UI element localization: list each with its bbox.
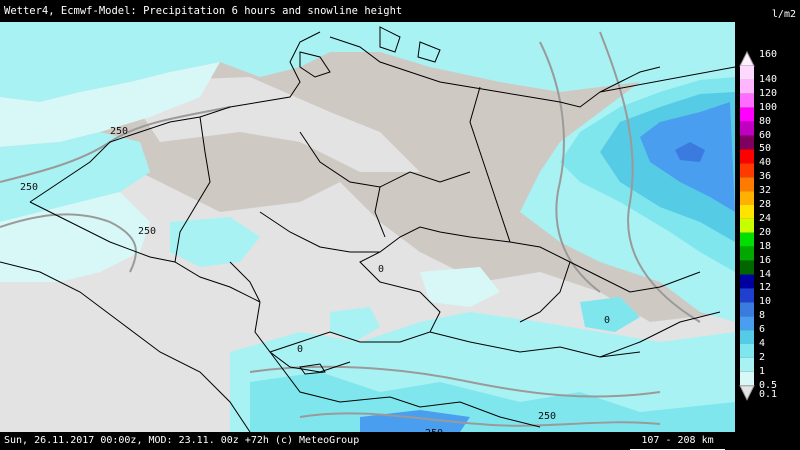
legend-swatch <box>740 232 754 247</box>
legend-top-arrow <box>739 50 755 67</box>
snowline-label: 0 <box>378 264 384 275</box>
legend-label: 32 <box>759 185 772 197</box>
legend-swatch <box>740 302 754 317</box>
legend-label: 0.1 <box>759 388 778 400</box>
legend-label: 6 <box>759 324 766 336</box>
baltic-line <box>599 66 735 93</box>
west-precip-area <box>0 132 150 222</box>
legend-swatch <box>740 371 754 386</box>
trace-precip-north <box>120 77 420 172</box>
central-patch-2 <box>330 307 380 342</box>
legend-label: 10 <box>759 296 772 308</box>
legend-label: 100 <box>759 101 778 113</box>
legend-label: 28 <box>759 199 772 210</box>
legend-swatch <box>740 149 754 164</box>
legend-label: 2 <box>759 351 766 363</box>
north-precip-band <box>0 22 735 102</box>
legend-bottom-arrow <box>739 385 755 401</box>
legend-label: 1 <box>759 365 766 377</box>
legend-swatch <box>740 274 754 289</box>
legend-swatch <box>740 218 754 233</box>
legend-swatch <box>740 316 754 331</box>
country-borders <box>0 26 721 432</box>
legend-swatch <box>740 66 754 80</box>
legend-swatch <box>740 288 754 303</box>
legend-swatch <box>740 344 754 358</box>
snowline-label: 250 <box>138 226 156 237</box>
legend-label: 80 <box>759 115 772 127</box>
east-patch <box>580 297 640 332</box>
legend-swatch <box>740 357 754 372</box>
north-precip-light <box>0 62 220 147</box>
snowline-label: 0 <box>297 344 303 355</box>
legend-swatch <box>740 260 754 275</box>
legend-label: 14 <box>759 268 772 280</box>
snowline-label: 250 <box>110 126 128 137</box>
legend-label: 140 <box>759 73 778 85</box>
legend-swatch <box>740 107 754 122</box>
legend-label: 0.5 <box>759 379 778 391</box>
footer-info: Sun, 26.11.2017 00:00z, MOD: 23.11. 00z … <box>0 432 800 450</box>
legend-label: 60 <box>759 129 772 141</box>
legend-label: 18 <box>759 240 772 252</box>
east-precip-peak <box>675 142 705 162</box>
legend-swatch <box>740 79 754 94</box>
legend-swatch <box>740 177 754 192</box>
snowline-label: 250 <box>20 182 38 193</box>
precipitation-legend: 160 140 120 100 80 60 50 40 36 32 28 24 20 18 16 14 12 10… <box>735 22 800 432</box>
legend-label: 16 <box>759 254 772 266</box>
legend-label: 24 <box>759 212 772 224</box>
legend-label: 20 <box>759 226 772 238</box>
legend-colorbar <box>739 50 755 401</box>
legend-swatch <box>740 135 754 150</box>
snowline-label: 250 <box>538 411 556 422</box>
legend-swatch <box>740 330 754 344</box>
legend-label: 160 <box>759 49 778 60</box>
precipitation-map: 250 250 250 0 0 0 250 250 <box>0 22 735 432</box>
legend-swatch <box>740 163 754 178</box>
legend-swatch <box>740 205 754 219</box>
unit-label: l/m2 <box>735 0 800 22</box>
legend-swatch <box>740 191 754 205</box>
snowline-label-group: 250 250 250 0 0 0 250 250 <box>20 126 610 432</box>
legend-label: 8 <box>759 310 766 322</box>
snowline-label: 0 <box>604 315 610 326</box>
snowline-label: 250 <box>425 428 443 432</box>
snowline-contours <box>0 31 701 427</box>
legend-label: 120 <box>759 87 778 99</box>
legend-label: 4 <box>759 338 766 349</box>
legend-label: 40 <box>759 157 772 169</box>
west-precip-light <box>0 192 150 282</box>
legend-swatch <box>740 246 754 261</box>
legend-swatch <box>740 93 754 108</box>
map-canvas: 250 250 250 0 0 0 250 250 <box>0 22 735 432</box>
legend-label: 12 <box>759 282 772 294</box>
central-patch-1 <box>170 217 260 267</box>
map-title: Wetter4, Ecmwf-Model: Precipitation 6 ho… <box>0 0 735 22</box>
central-patch-3 <box>420 267 500 307</box>
legend-label: 50 <box>759 143 772 155</box>
legend-label: 36 <box>759 171 772 183</box>
map-scale: 107 - 208 km <box>630 432 725 450</box>
legend-swatch <box>740 121 754 136</box>
